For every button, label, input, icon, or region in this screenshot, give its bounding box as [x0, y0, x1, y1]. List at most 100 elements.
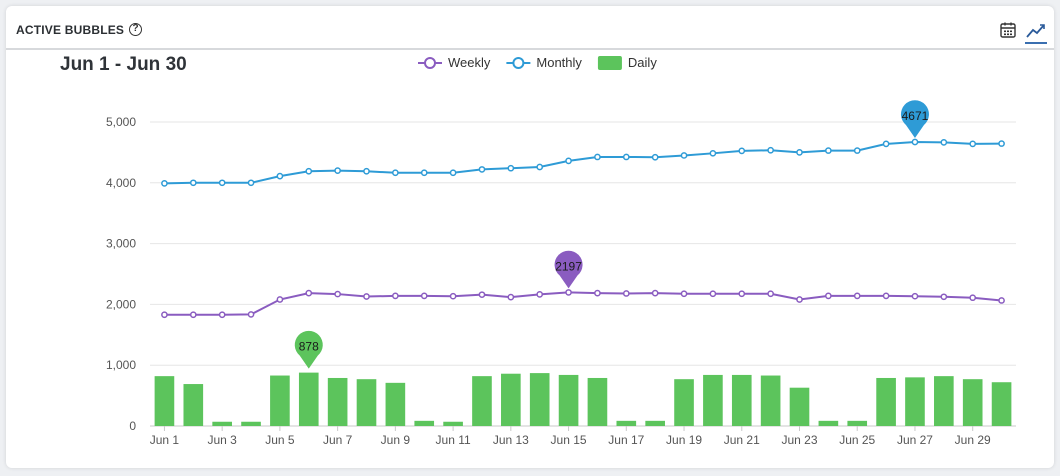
point-monthly [247, 179, 255, 187]
point-monthly [651, 153, 659, 161]
x-tick-label: Jun 27 [897, 433, 933, 447]
point-monthly [680, 152, 688, 159]
point-weekly [334, 290, 341, 298]
point-weekly [594, 289, 601, 297]
point-monthly [334, 167, 341, 174]
legend-swatch-daily [597, 56, 622, 70]
bar-daily [905, 377, 925, 426]
point-weekly [478, 291, 486, 299]
bar-daily [356, 379, 377, 426]
point-monthly [507, 164, 515, 172]
bar-daily [270, 375, 290, 426]
bar-daily [818, 420, 839, 426]
y-tick-label: 0 [129, 419, 136, 433]
point-weekly [969, 294, 977, 302]
pin-marker-daily [294, 330, 323, 369]
card-header: ACTIVE BUBBLES ? [6, 6, 1054, 50]
point-weekly [709, 290, 717, 298]
x-tick-label: Jun 19 [666, 433, 702, 447]
point-weekly [680, 290, 688, 298]
bar-daily [703, 374, 723, 426]
point-weekly [651, 289, 659, 297]
bar-daily [847, 420, 868, 426]
point-weekly [911, 292, 919, 300]
point-monthly [363, 167, 370, 175]
point-monthly [825, 147, 832, 154]
point-monthly [709, 149, 717, 157]
pin-label-monthly: 4671 [902, 109, 929, 123]
bar-daily [645, 420, 665, 426]
point-monthly [940, 139, 948, 146]
bar-daily [962, 379, 983, 426]
x-tick-label: Jun 1 [150, 433, 180, 447]
point-weekly [565, 289, 572, 296]
point-weekly [998, 297, 1005, 304]
x-tick-label: Jun 9 [381, 433, 411, 447]
bar-daily [674, 379, 694, 426]
point-monthly [218, 179, 226, 187]
date-range-title: Jun 1 - Jun 30 [60, 54, 187, 75]
x-tick-label: Jun 3 [207, 433, 237, 447]
point-monthly [594, 153, 601, 161]
bar-daily [327, 377, 348, 426]
point-monthly [911, 138, 919, 146]
bar-daily [154, 376, 175, 426]
point-monthly [882, 140, 890, 148]
point-weekly [825, 292, 832, 300]
bar-daily [760, 375, 781, 426]
point-monthly [767, 146, 774, 154]
point-monthly [161, 180, 168, 187]
point-monthly [796, 149, 803, 156]
x-tick-label: Jun 25 [839, 433, 875, 447]
x-tick-label: Jun 21 [724, 433, 760, 447]
point-weekly [420, 292, 428, 300]
legend-label-daily: Daily [628, 55, 657, 70]
point-weekly [767, 290, 774, 298]
card-title: ACTIVE BUBBLES [16, 23, 125, 37]
bar-daily [298, 372, 319, 426]
point-weekly [536, 291, 544, 298]
legend-marker-weekly [424, 57, 436, 69]
y-tick-label: 1,000 [106, 358, 136, 372]
point-monthly [276, 172, 284, 180]
point-weekly [622, 290, 630, 297]
active-bubbles-chart: 0 1,000 2,000 3,000 4,000 5,000 Jun 1 Jun 3 Jun … [106, 55, 1016, 447]
point-monthly [853, 147, 861, 154]
bar-daily [443, 421, 463, 426]
x-tick-label: Jun 15 [551, 433, 587, 447]
point-weekly [305, 289, 313, 297]
point-weekly [738, 290, 746, 298]
point-weekly [247, 311, 255, 318]
point-monthly [449, 169, 457, 177]
calendar-icon[interactable] [999, 21, 1017, 39]
bar-daily [241, 421, 261, 426]
y-tick-label: 4,000 [106, 176, 136, 190]
bar-daily [385, 382, 406, 426]
pin-marker-weekly [554, 250, 583, 289]
point-weekly [276, 296, 284, 303]
point-monthly [305, 167, 313, 175]
line-chart-icon[interactable] [1025, 20, 1047, 44]
bar-daily [731, 374, 752, 426]
point-monthly [478, 166, 486, 173]
point-weekly [363, 293, 370, 300]
pin-label-daily: 878 [299, 340, 319, 354]
legend-label-monthly: Monthly [536, 55, 582, 70]
x-tick-label: Jun 7 [323, 433, 353, 447]
y-tick-label: 2,000 [106, 297, 136, 311]
y-tick-label: 5,000 [106, 115, 136, 129]
bar-daily [183, 384, 204, 426]
point-monthly [969, 140, 977, 148]
x-tick-label: Jun 11 [436, 433, 471, 447]
legend-marker-monthly [512, 57, 525, 69]
point-weekly [507, 293, 515, 301]
point-monthly [565, 157, 572, 165]
question-circle-icon[interactable]: ? [129, 23, 142, 36]
legend-label-weekly: Weekly [448, 55, 491, 70]
line-monthly [164, 141, 1002, 185]
x-tick-label: Jun 23 [781, 433, 817, 447]
bar-daily [587, 377, 608, 426]
point-weekly [853, 292, 861, 300]
bar-daily [789, 387, 810, 426]
point-weekly [218, 311, 226, 319]
